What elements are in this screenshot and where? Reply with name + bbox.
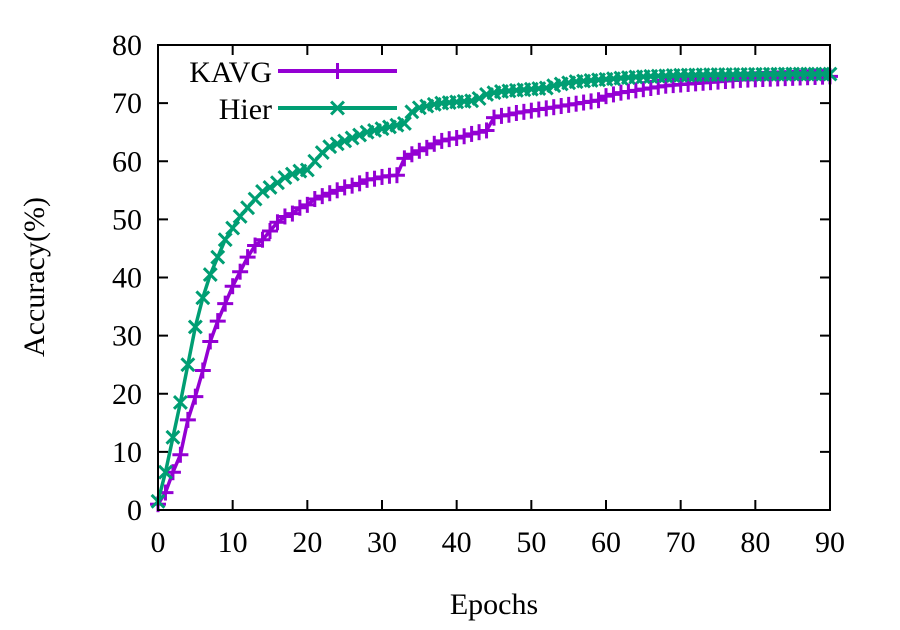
legend-marker-hier xyxy=(330,100,345,116)
data-point-kavg xyxy=(418,139,435,156)
data-point-hier xyxy=(202,267,218,283)
data-point-kavg xyxy=(187,388,204,405)
data-point-kavg xyxy=(396,150,413,167)
series-hier xyxy=(150,66,838,509)
data-point-hier xyxy=(262,179,278,195)
x-tick-label: 20 xyxy=(292,526,322,559)
data-point-kavg xyxy=(426,135,443,152)
data-point-kavg xyxy=(590,92,607,109)
data-point-kavg xyxy=(500,106,517,123)
data-point-kavg xyxy=(403,146,420,163)
data-point-kavg xyxy=(276,208,293,225)
data-point-hier xyxy=(270,175,285,191)
data-point-hier xyxy=(277,170,293,185)
data-point-kavg xyxy=(344,177,361,194)
x-tick-label: 0 xyxy=(151,526,166,559)
data-point-kavg xyxy=(388,167,405,184)
y-tick-label: 80 xyxy=(112,29,142,62)
y-tick-label: 70 xyxy=(112,87,142,120)
x-tick-label: 30 xyxy=(367,526,397,559)
legend-marker-kavg xyxy=(329,63,346,79)
data-point-hier xyxy=(217,232,233,248)
data-point-kavg xyxy=(164,464,181,481)
data-point-hier xyxy=(225,220,241,236)
data-point-kavg xyxy=(321,185,338,202)
data-point-hier xyxy=(180,357,196,373)
data-point-kavg xyxy=(306,191,323,208)
data-point-hier xyxy=(396,116,412,131)
x-tick-label: 80 xyxy=(740,526,770,559)
x-axis-label: Epochs xyxy=(450,588,538,621)
data-point-kavg xyxy=(209,313,226,330)
data-point-hier xyxy=(404,104,420,120)
x-tick-label: 10 xyxy=(218,526,248,559)
y-tick-label: 10 xyxy=(112,436,142,469)
data-point-hier xyxy=(165,429,181,445)
data-point-kavg xyxy=(411,142,428,159)
legend-label-kavg: KAVG xyxy=(189,56,272,89)
data-point-kavg xyxy=(448,130,465,146)
data-point-kavg xyxy=(486,109,502,126)
data-point-hier xyxy=(195,290,211,306)
x-tick-label: 50 xyxy=(516,526,546,559)
data-point-hier xyxy=(172,395,188,410)
series-line-hier xyxy=(156,72,830,502)
data-point-kavg xyxy=(202,333,219,350)
y-tick-label: 40 xyxy=(112,262,142,295)
data-point-kavg xyxy=(598,88,614,105)
x-tick-label: 90 xyxy=(815,526,845,559)
y-tick-label: 50 xyxy=(112,203,142,236)
data-point-hier xyxy=(471,91,487,106)
x-tick-label: 70 xyxy=(666,526,696,559)
data-point-kavg xyxy=(194,362,211,379)
data-point-kavg xyxy=(314,188,331,205)
data-point-hier xyxy=(158,464,173,480)
y-tick-label: 0 xyxy=(127,494,142,527)
data-point-kavg xyxy=(478,122,495,139)
data-point-kavg xyxy=(262,223,278,239)
data-point-kavg xyxy=(217,295,234,312)
data-point-kavg xyxy=(351,175,368,192)
y-tick-label: 60 xyxy=(112,145,142,178)
data-point-kavg xyxy=(471,124,488,141)
data-point-kavg xyxy=(254,231,271,248)
data-point-hier xyxy=(210,249,226,265)
legend: KAVG Hier xyxy=(189,56,397,126)
data-point-kavg xyxy=(605,86,622,103)
plot-frame xyxy=(157,44,831,511)
data-point-kavg xyxy=(329,182,346,199)
tick-labels: 0 10 20 30 40 50 60 70 80 90 0 10 20 30 40 50 60 70 80 xyxy=(112,29,845,559)
legend-marker-point-hier xyxy=(330,100,345,116)
data-point-kavg xyxy=(224,278,241,295)
plot-area xyxy=(150,66,838,513)
data-point-kavg xyxy=(463,125,480,142)
data-point-hier xyxy=(255,184,270,199)
data-point-kavg xyxy=(433,132,450,149)
legend-label-hier: Hier xyxy=(219,93,272,126)
x-tick-label: 60 xyxy=(591,526,621,559)
series-line-kavg xyxy=(156,74,831,506)
y-tick-label: 20 xyxy=(112,378,142,411)
y-tick-label: 30 xyxy=(112,320,142,353)
data-point-kavg xyxy=(232,263,249,280)
legend-marker-point-kavg xyxy=(329,63,346,79)
data-point-kavg xyxy=(172,446,189,463)
data-point-hier xyxy=(187,319,203,335)
x-tick-label: 40 xyxy=(442,526,472,559)
data-point-kavg xyxy=(336,179,353,196)
data-point-kavg xyxy=(366,170,383,187)
data-point-kavg xyxy=(179,411,196,428)
y-axis-label: Accuracy(%) xyxy=(18,197,51,357)
series-kavg xyxy=(150,68,838,513)
data-point-kavg xyxy=(456,128,473,145)
data-point-kavg xyxy=(291,199,308,216)
data-point-kavg xyxy=(239,249,256,266)
